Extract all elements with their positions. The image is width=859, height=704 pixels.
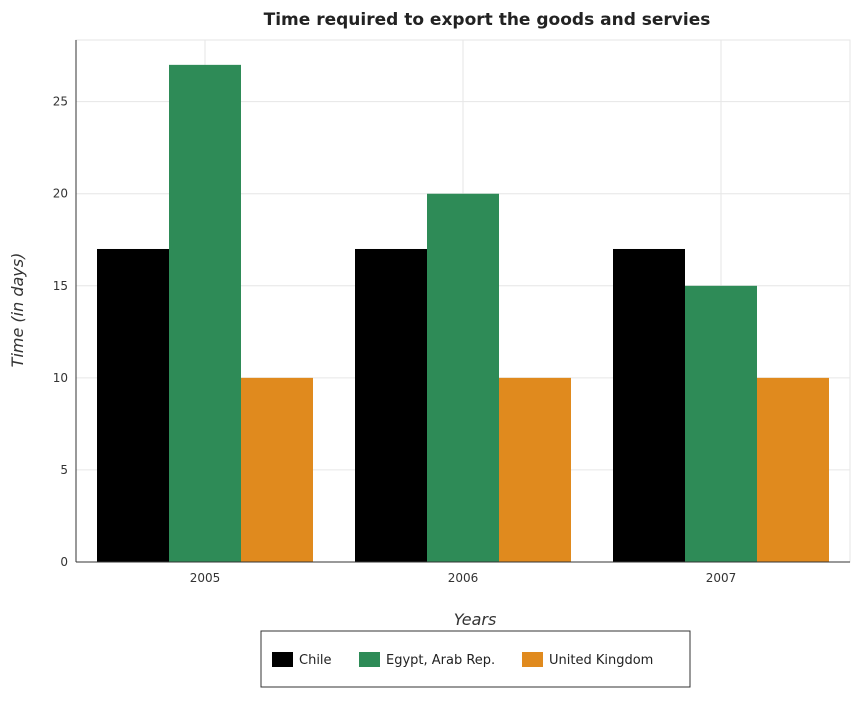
legend-label: Chile xyxy=(299,653,332,668)
x-tick-label: 2007 xyxy=(706,571,737,585)
y-axis-label: Time (in days) xyxy=(8,253,27,368)
bar-united-kingdom-2007 xyxy=(757,377,829,562)
x-axis-label: Years xyxy=(454,610,497,629)
bars xyxy=(97,64,829,562)
legend-box xyxy=(260,630,691,688)
bar-chile-2007 xyxy=(613,248,685,562)
legend-label: United Kingdom xyxy=(549,653,653,668)
chart-title: Time required to export the goods and se… xyxy=(264,10,711,30)
x-tick-label: 2006 xyxy=(448,571,479,585)
y-tick-label: 25 xyxy=(53,95,68,109)
y-tick-label: 20 xyxy=(53,187,68,201)
y-tick-label: 0 xyxy=(60,555,68,569)
bar-chile-2005 xyxy=(97,248,169,562)
axes: 0 5 10 15 20 25 2005 2006 2007 xyxy=(53,40,850,585)
x-tick-label: 2005 xyxy=(190,571,221,585)
bar-egypt-arab-rep--2006 xyxy=(427,193,499,562)
bar-united-kingdom-2006 xyxy=(499,377,571,562)
y-tick-label: 15 xyxy=(53,279,68,293)
bar-chile-2006 xyxy=(355,248,427,562)
legend-label: Egypt, Arab Rep. xyxy=(386,653,495,668)
legend: Chile Egypt, Arab Rep. United Kingdom xyxy=(260,630,691,688)
legend-swatch xyxy=(522,652,543,667)
bar-egypt-arab-rep--2005 xyxy=(169,64,241,562)
legend-swatch xyxy=(359,652,380,667)
bar-united-kingdom-2005 xyxy=(241,377,313,562)
y-tick-label: 10 xyxy=(53,371,68,385)
bar-egypt-arab-rep--2007 xyxy=(685,285,757,562)
y-tick-label: 5 xyxy=(60,463,68,477)
legend-swatch xyxy=(272,652,293,667)
